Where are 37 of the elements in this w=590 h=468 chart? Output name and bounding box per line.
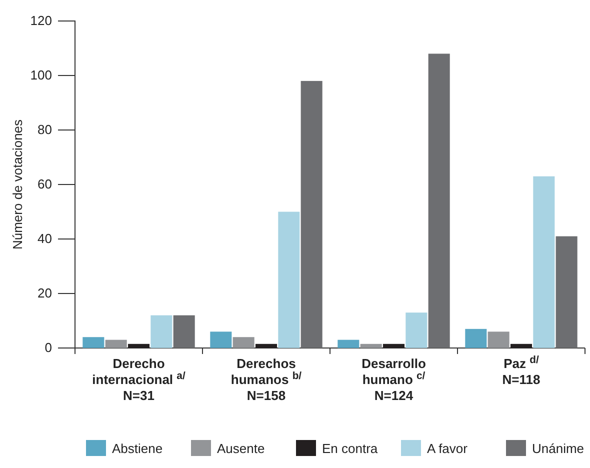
- bar: [556, 236, 578, 348]
- x-tick-label: Derechos humanos $^{b/}$ N=158: [230, 356, 302, 403]
- bar: [105, 340, 127, 348]
- bar: [82, 337, 104, 348]
- bar: [338, 340, 360, 348]
- bar: [533, 176, 555, 348]
- y-tick-label: 60: [38, 176, 52, 192]
- bar: [232, 337, 254, 348]
- bar: [488, 332, 510, 348]
- bar: [255, 344, 278, 348]
- x-tick-label: Paz $^{d/}$ N=118: [502, 354, 540, 387]
- bar: [428, 54, 450, 348]
- bar: [382, 344, 405, 348]
- y-tick-label: 80: [38, 122, 52, 138]
- bar: [510, 344, 532, 348]
- bar: [406, 312, 428, 348]
- bar: [465, 328, 487, 348]
- x-tick-label: Desarrollo humano $^{c/}$ N=124: [362, 356, 426, 403]
- y-tick-label: 20: [38, 286, 52, 301]
- legend-label: Ausente: [217, 441, 265, 456]
- bar: [210, 332, 232, 348]
- y-tick-label: 40: [38, 231, 52, 246]
- y-axis-title: Número de votaciones: [10, 118, 25, 250]
- bar: [173, 315, 195, 348]
- category-label: Derecho internacional $^{a/}$ N=31: [92, 356, 186, 403]
- legend-label: Unánime: [532, 441, 584, 456]
- legend-label: A favor: [427, 441, 468, 456]
- y-tick-label: 0: [44, 340, 52, 356]
- y-tick-label: 100: [30, 68, 52, 83]
- bar: [128, 344, 150, 348]
- bar: [360, 344, 382, 348]
- bar: [278, 212, 300, 348]
- bar: [150, 315, 172, 348]
- y-tick-label: 120: [30, 13, 52, 28]
- legend-label: Abstiene: [112, 441, 163, 456]
- bar: [300, 80, 322, 348]
- legend-label: En contra: [322, 441, 378, 456]
